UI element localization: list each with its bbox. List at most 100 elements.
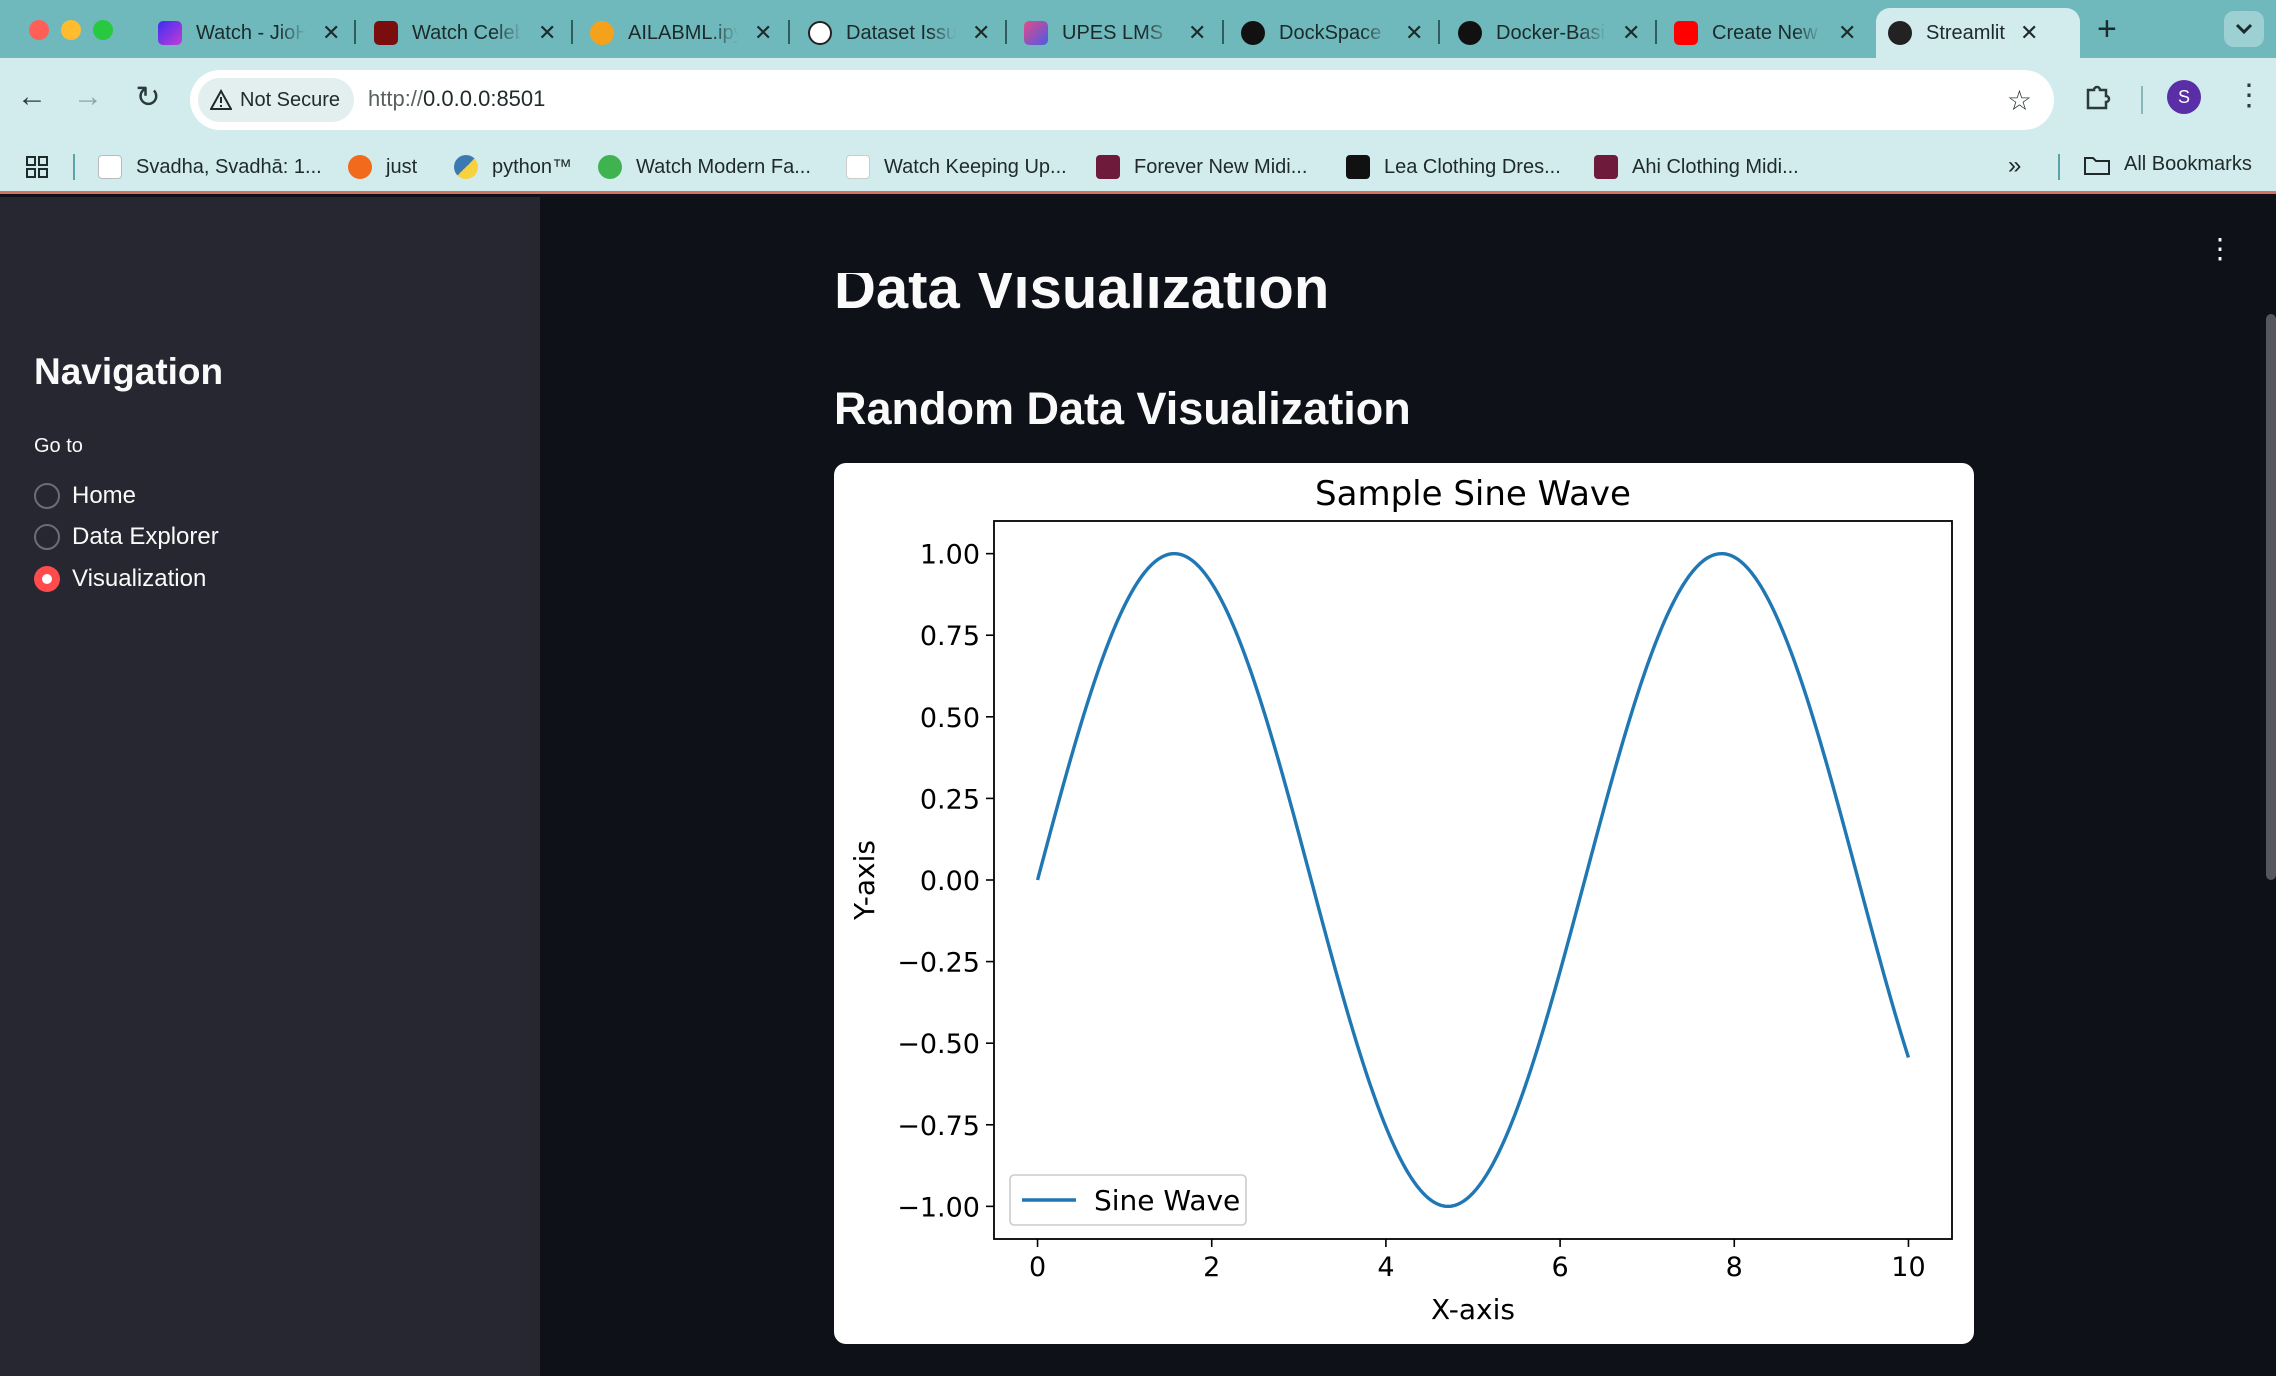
- address-bar[interactable]: Not Secure http://0.0.0.0:8501 ☆: [190, 70, 2054, 130]
- browser-tab-active[interactable]: Streamlit ✕: [1876, 8, 2080, 58]
- bookmarks-bar: Svadha, Svadhā: 1... just python™ Watch …: [0, 140, 2276, 194]
- toolbar-divider: [2141, 86, 2143, 114]
- forward-arrow-icon[interactable]: →: [73, 80, 103, 113]
- url-text[interactable]: http://0.0.0.0:8501: [368, 86, 545, 112]
- browser-tab[interactable]: DockSpace ✕: [1229, 8, 1435, 58]
- bookmark-label: Watch Keeping Up...: [884, 155, 1067, 178]
- extensions-puzzle-icon[interactable]: [2082, 80, 2114, 112]
- bookmark-item[interactable]: Watch Keeping Up...: [846, 153, 1067, 181]
- x-tick-label: 2: [1203, 1252, 1220, 1283]
- profile-avatar[interactable]: S: [2167, 80, 2201, 114]
- y-tick-label: −0.75: [897, 1111, 980, 1142]
- close-icon[interactable]: ✕: [2020, 20, 2039, 45]
- close-icon[interactable]: ✕: [538, 20, 557, 45]
- browser-tab[interactable]: UPES LMS ✕: [1012, 8, 1218, 58]
- jiohotstar-icon: [158, 21, 182, 45]
- bookmark-label: Ahi Clothing Midi...: [1632, 155, 1799, 178]
- openai-icon: [808, 21, 832, 45]
- radio-button-selected[interactable]: [34, 566, 60, 592]
- bookmark-favicon-icon: [846, 155, 870, 179]
- new-tab-plus-icon[interactable]: +: [2097, 10, 2117, 48]
- bookmarks-divider: [2058, 154, 2060, 180]
- y-tick-label: 0.75: [920, 621, 980, 652]
- browser-tab[interactable]: Watch - JioHotstar ✕: [146, 8, 352, 58]
- x-tick-label: 4: [1377, 1252, 1394, 1283]
- close-icon[interactable]: ✕: [1405, 20, 1424, 45]
- y-tick-label: 0.25: [920, 784, 980, 815]
- browser-tab[interactable]: Dataset Issue ✕: [796, 8, 1002, 58]
- ahi-clothing-icon: [1594, 155, 1618, 179]
- bookmark-label: just: [386, 155, 418, 178]
- browser-tab-strip: Watch - JioHotstar ✕ Watch Celebrity ✕ A…: [0, 0, 2276, 58]
- tab-title: DockSpace: [1279, 21, 1382, 44]
- browser-tab[interactable]: AILABML.ipynb ✕: [578, 8, 784, 58]
- bookmark-star-icon[interactable]: ☆: [2006, 85, 2032, 116]
- tab-divider: [1222, 20, 1224, 44]
- browser-tab[interactable]: Watch Celebrity ✕: [362, 8, 568, 58]
- not-secure-label: Not Secure: [240, 88, 341, 111]
- radio-option-data-explorer[interactable]: Data Explorer: [34, 523, 219, 551]
- radio-button[interactable]: [34, 524, 60, 550]
- colab-icon: [590, 21, 614, 45]
- celebrity-site-icon: [374, 21, 398, 45]
- upes-lms-icon: [1024, 21, 1048, 45]
- page-scrollbar[interactable]: [2266, 314, 2276, 880]
- tab-title: Watch - JioHotstar: [196, 21, 306, 44]
- window-minimize-button[interactable]: [61, 20, 81, 40]
- page-title: Data Visualization: [834, 273, 1329, 329]
- browser-tab[interactable]: Docker-Basics ✕: [1446, 8, 1652, 58]
- bookmark-item[interactable]: Svadha, Svadhā: 1...: [98, 153, 322, 181]
- close-icon[interactable]: ✕: [1622, 20, 1641, 45]
- reload-icon[interactable]: ↻: [135, 81, 161, 114]
- y-tick-label: 1.00: [920, 540, 980, 571]
- apps-grid-icon[interactable]: [26, 156, 48, 178]
- bookmark-item[interactable]: Watch Modern Fa...: [598, 153, 811, 181]
- bookmark-label: Watch Modern Fa...: [636, 155, 811, 178]
- lea-clothing-icon: [1346, 155, 1370, 179]
- close-icon[interactable]: ✕: [972, 20, 991, 45]
- tab-title: Docker-Basics: [1496, 21, 1606, 44]
- security-indicator[interactable]: Not Secure: [198, 78, 355, 122]
- bookmark-item[interactable]: Ahi Clothing Midi...: [1594, 153, 1799, 181]
- tab-divider: [788, 20, 790, 44]
- tab-title: UPES LMS: [1062, 21, 1164, 44]
- main-menu-kebab-icon[interactable]: ⋮: [2206, 233, 2234, 264]
- browser-tab[interactable]: Create New ✕: [1662, 8, 1868, 58]
- bookmark-item[interactable]: python™: [454, 153, 572, 181]
- close-icon[interactable]: ✕: [754, 20, 773, 45]
- tab-search-chevron-icon[interactable]: [2224, 11, 2264, 47]
- youtube-icon: [1674, 21, 1698, 45]
- y-tick-label: 0.00: [920, 866, 980, 897]
- all-bookmarks-button[interactable]: All Bookmarks: [2084, 153, 2252, 176]
- radio-label: Visualization: [72, 565, 207, 592]
- close-icon[interactable]: ✕: [322, 20, 341, 45]
- window-close-button[interactable]: [29, 20, 49, 40]
- y-tick-label: 0.50: [920, 703, 980, 734]
- github-icon: [1458, 21, 1482, 45]
- bookmark-item[interactable]: Lea Clothing Dres...: [1346, 153, 1561, 181]
- tab-title: Dataset Issue: [846, 21, 956, 44]
- radio-option-visualization[interactable]: Visualization: [34, 565, 206, 593]
- radio-button[interactable]: [34, 483, 60, 509]
- plot-frame: [993, 520, 1953, 1240]
- y-tick-label: −0.25: [897, 948, 980, 979]
- chart-title: Sample Sine Wave: [1315, 474, 1631, 514]
- back-arrow-icon[interactable]: ←: [17, 80, 47, 113]
- close-icon[interactable]: ✕: [1188, 20, 1207, 45]
- bookmark-favicon-icon: [98, 155, 122, 179]
- more-bookmarks-chevron-icon[interactable]: »: [2008, 152, 2022, 179]
- bookmark-item[interactable]: Forever New Midi...: [1096, 153, 1307, 181]
- section-heading: Random Data Visualization: [834, 383, 1411, 434]
- radio-option-home[interactable]: Home: [34, 482, 136, 510]
- close-icon[interactable]: ✕: [1838, 20, 1857, 45]
- chart-container: Sample Sine Wave X-axis Y-axis 0 2 4 6 8 10 1.00 0…: [834, 463, 1974, 1344]
- bookmark-item[interactable]: just: [348, 153, 417, 181]
- sine-wave-chart: Sample Sine Wave X-axis Y-axis 0 2 4 6 8 10 1.00 0…: [848, 474, 1953, 1326]
- browser-toolbar: ← → ↻ Not Secure http://0.0.0.0:8501 ☆ S…: [0, 58, 2276, 140]
- tab-title: Watch Celebrity: [412, 21, 522, 44]
- python-icon: [454, 155, 478, 179]
- streamlit-app: Navigation Go to Home Data Explorer Visu…: [0, 197, 2276, 1376]
- bookmark-favicon-icon: [348, 155, 372, 179]
- browser-menu-icon[interactable]: ⋮: [2234, 79, 2264, 112]
- window-maximize-button[interactable]: [93, 20, 113, 40]
